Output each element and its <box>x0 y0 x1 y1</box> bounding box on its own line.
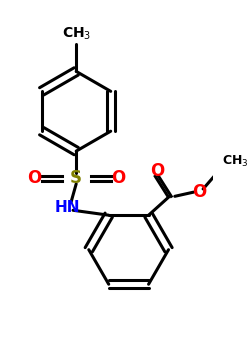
Text: O: O <box>111 169 125 187</box>
Text: CH$_3$: CH$_3$ <box>62 26 91 42</box>
Text: O: O <box>27 169 41 187</box>
Text: HN: HN <box>55 200 80 215</box>
Text: O: O <box>192 183 206 201</box>
Text: O: O <box>150 162 164 180</box>
Text: CH$_3$: CH$_3$ <box>222 154 248 169</box>
Text: S: S <box>70 169 82 187</box>
